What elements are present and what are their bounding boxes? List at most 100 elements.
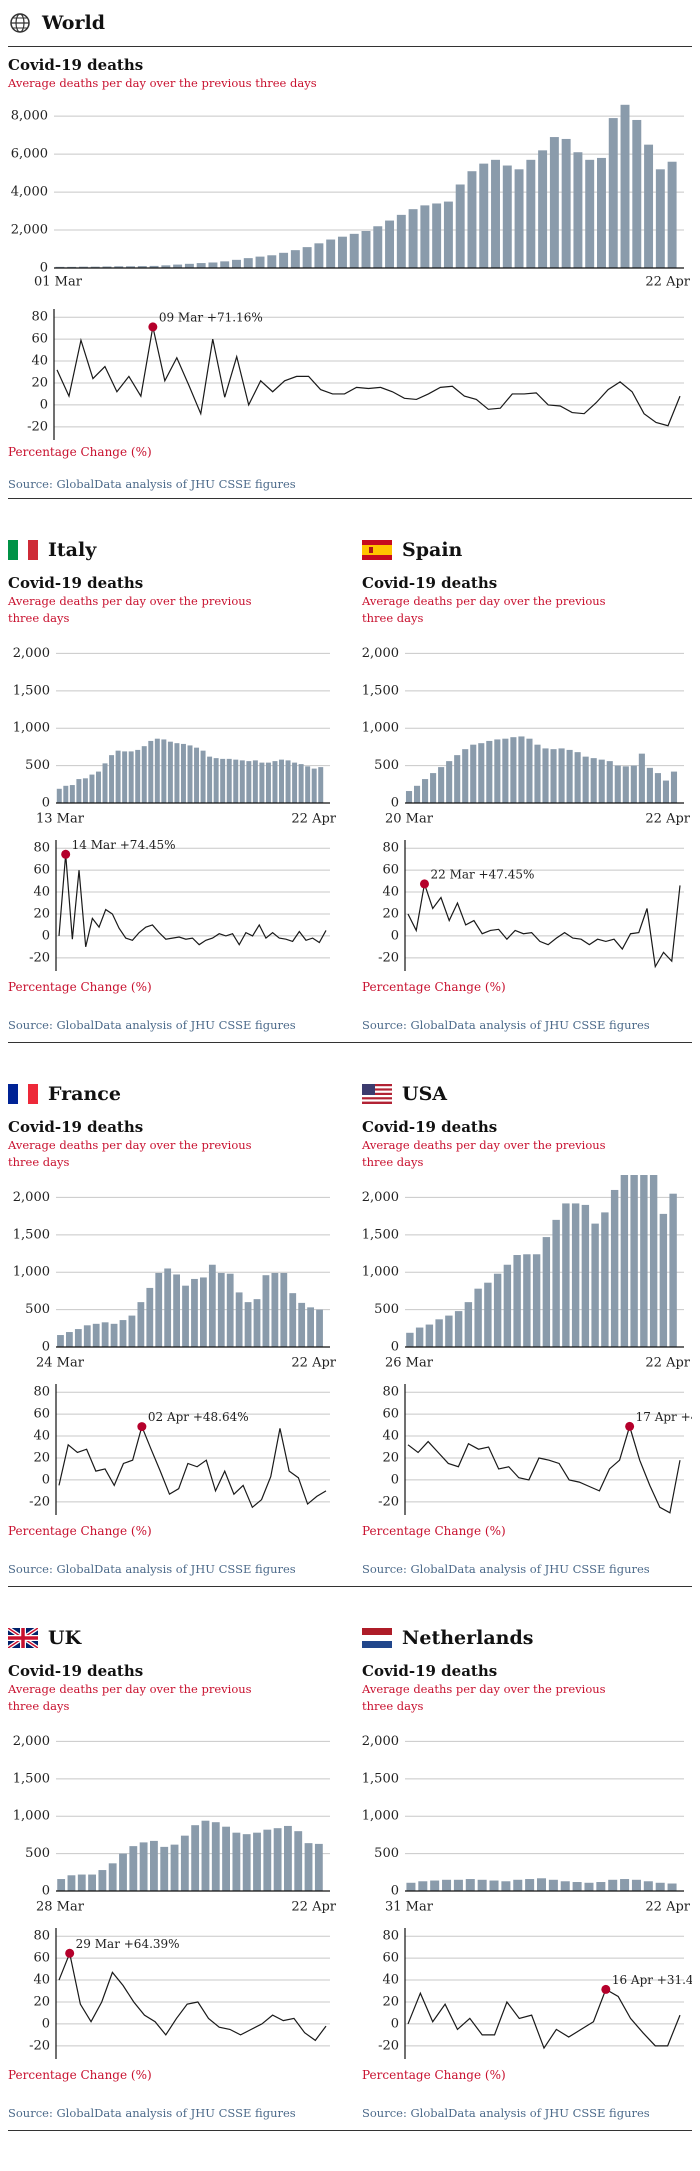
chart-title: Covid-19 deaths bbox=[8, 1662, 144, 1680]
heading: Italy bbox=[48, 539, 97, 561]
bar bbox=[89, 774, 95, 803]
bar bbox=[422, 779, 429, 803]
y-tick-label: 20 bbox=[382, 1450, 399, 1465]
bar bbox=[606, 761, 613, 803]
bar bbox=[101, 1322, 109, 1347]
panel: Italy Covid-19 deaths Average deaths per… bbox=[8, 499, 338, 1042]
bar bbox=[479, 163, 489, 268]
y-tick-label: 40 bbox=[33, 1429, 50, 1444]
bar bbox=[523, 1254, 531, 1347]
bar bbox=[552, 1219, 560, 1347]
y-tick-label: 80 bbox=[382, 1929, 399, 1944]
bar bbox=[538, 150, 548, 268]
bar bbox=[385, 220, 395, 268]
y-tick-label: -20 bbox=[27, 419, 48, 434]
bar bbox=[526, 738, 533, 803]
bar bbox=[292, 762, 298, 803]
bar bbox=[620, 1879, 630, 1891]
bar bbox=[154, 738, 160, 803]
y-tick-label: 80 bbox=[382, 1385, 399, 1400]
y-tick-label: -20 bbox=[29, 1494, 50, 1509]
y-tick-label: 40 bbox=[382, 885, 399, 900]
bar bbox=[655, 169, 665, 268]
y-tick-label: 1,000 bbox=[13, 1809, 50, 1824]
bar bbox=[139, 1842, 148, 1891]
y-tick-label: 1,000 bbox=[362, 721, 399, 736]
bar bbox=[491, 159, 500, 268]
bar bbox=[119, 1853, 127, 1891]
x-tick-label: 20 Mar bbox=[385, 812, 434, 827]
y-axis-label: Percentage Change (%) bbox=[362, 2068, 506, 2082]
x-tick-label: 28 Mar bbox=[36, 1900, 85, 1915]
annotation: 14 Mar +74.45% bbox=[72, 838, 176, 852]
highlight-point bbox=[148, 322, 158, 332]
bar bbox=[670, 771, 678, 803]
y-tick-label: 2,000 bbox=[362, 1190, 399, 1205]
bar bbox=[67, 1875, 76, 1891]
line bbox=[56, 326, 681, 427]
bar bbox=[443, 201, 453, 268]
bar bbox=[455, 184, 465, 268]
bar bbox=[239, 760, 245, 803]
bar bbox=[608, 1879, 618, 1891]
bar bbox=[549, 137, 559, 268]
y-tick-label: 40 bbox=[382, 1973, 399, 1988]
bar bbox=[542, 748, 549, 803]
y-tick-label: 0 bbox=[42, 2016, 50, 2031]
bar bbox=[566, 749, 573, 803]
bar bbox=[493, 1273, 502, 1347]
chart-title: Covid-19 deaths bbox=[362, 1118, 498, 1136]
bar bbox=[649, 1175, 658, 1347]
bar bbox=[526, 159, 536, 268]
chart-subtitle: Average deaths per day over the previous… bbox=[8, 594, 252, 625]
panel-header: UK bbox=[8, 1621, 338, 1655]
y-tick-label: 6,000 bbox=[11, 147, 48, 162]
annotation: 09 Mar +71.16% bbox=[159, 310, 263, 324]
bar bbox=[542, 1237, 551, 1347]
y-tick-label: 60 bbox=[33, 1951, 50, 1966]
chart-title: Covid-19 deaths bbox=[362, 1662, 498, 1680]
bar bbox=[438, 767, 445, 803]
y-tick-label: 0 bbox=[40, 261, 48, 276]
bar bbox=[232, 259, 241, 268]
bar bbox=[220, 758, 226, 803]
heading: Spain bbox=[402, 539, 463, 561]
flag-italy bbox=[8, 540, 38, 560]
heading: UK bbox=[48, 1627, 82, 1649]
bar bbox=[573, 152, 583, 268]
bar-chart: 0 2,000 4,000 6,000 8,000 01 Mar 22 Apr bbox=[11, 104, 691, 290]
bar bbox=[155, 1272, 163, 1347]
line-chart: -20 0 20 40 60 80 16 Apr +31.46% bbox=[378, 1928, 692, 2059]
bar-chart: 0 500 1,000 1,500 2,000 13 Mar 22 Apr bbox=[13, 646, 337, 827]
bar bbox=[253, 1832, 261, 1891]
y-tick-label: 60 bbox=[382, 863, 399, 878]
x-tick-label: 24 Mar bbox=[36, 1356, 85, 1371]
bar bbox=[252, 760, 258, 803]
panel: UK Covid-19 deaths Average deaths per da… bbox=[8, 1587, 338, 2130]
y-tick-label: 2,000 bbox=[13, 1190, 50, 1205]
bar bbox=[217, 1272, 225, 1347]
bar bbox=[584, 1882, 594, 1891]
y-tick-label: 2,000 bbox=[362, 646, 399, 661]
panel-header: Italy bbox=[8, 533, 338, 567]
bar bbox=[396, 214, 406, 268]
bar bbox=[598, 759, 605, 803]
bar bbox=[562, 1203, 570, 1347]
bar bbox=[314, 243, 324, 268]
bar bbox=[137, 1302, 145, 1347]
bar bbox=[161, 739, 167, 803]
bar bbox=[279, 252, 289, 268]
bar bbox=[435, 1319, 443, 1347]
source-note: Source: GlobalData analysis of JHU CSSE … bbox=[362, 1018, 650, 1032]
bar bbox=[474, 1288, 482, 1347]
bar bbox=[596, 157, 606, 268]
y-tick-label: -20 bbox=[378, 1494, 399, 1509]
source-note: Source: GlobalData analysis of JHU CSSE … bbox=[8, 477, 296, 491]
bar bbox=[191, 1825, 200, 1891]
y-tick-label: 1,000 bbox=[362, 1809, 399, 1824]
bar bbox=[102, 763, 108, 803]
x-tick-label: 22 Apr bbox=[645, 1356, 690, 1371]
y-tick-label: 40 bbox=[33, 885, 50, 900]
bar bbox=[263, 1829, 272, 1891]
bar bbox=[582, 756, 589, 803]
